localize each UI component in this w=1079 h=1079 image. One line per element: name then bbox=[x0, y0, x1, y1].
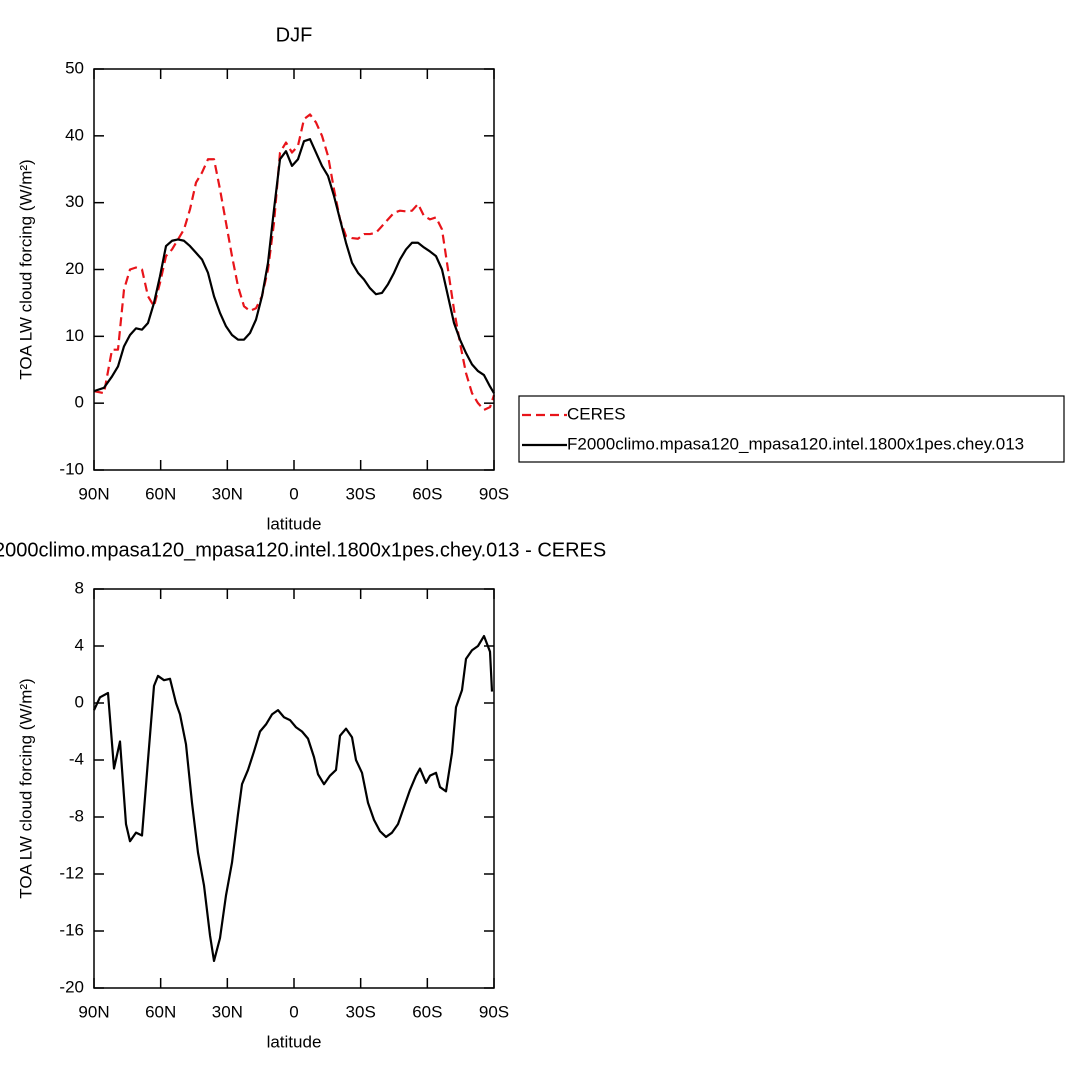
x-tick-label: 30S bbox=[346, 484, 376, 503]
y-tick-label: -12 bbox=[59, 863, 84, 882]
y-tick-label: 8 bbox=[75, 578, 84, 597]
x-tick-label: 60N bbox=[145, 1002, 176, 1021]
data-line bbox=[93, 138, 495, 394]
y-tick-label: 30 bbox=[65, 192, 84, 211]
legend-box bbox=[518, 395, 1065, 463]
legend-label: F2000climo.mpasa120_mpasa120.intel.1800x… bbox=[567, 434, 1024, 453]
chart-title: DJF bbox=[276, 24, 313, 46]
x-tick-label: 30S bbox=[346, 1002, 376, 1021]
chart-title: F2000climo.mpasa120_mpasa120.intel.1800x… bbox=[0, 539, 606, 561]
y-tick-label: 0 bbox=[75, 692, 84, 711]
y-axis-label: TOA LW cloud forcing (W/m²) bbox=[16, 159, 35, 379]
y-tick-label: -10 bbox=[59, 459, 84, 478]
x-axis-label: latitude bbox=[267, 514, 322, 533]
y-tick-label: 40 bbox=[65, 125, 84, 144]
y-tick-label: 10 bbox=[65, 326, 84, 345]
x-tick-label: 90S bbox=[479, 484, 509, 503]
y-tick-label: -4 bbox=[69, 749, 84, 768]
y-axis-label: TOA LW cloud forcing (W/m²) bbox=[16, 678, 35, 898]
x-tick-label: 90S bbox=[479, 1002, 509, 1021]
x-axis-label: latitude bbox=[267, 1032, 322, 1051]
x-tick-label: 60S bbox=[412, 484, 442, 503]
data-line bbox=[93, 113, 496, 411]
x-tick-label: 0 bbox=[289, 1002, 298, 1021]
x-tick-label: 0 bbox=[289, 484, 298, 503]
y-tick-label: -8 bbox=[69, 806, 84, 825]
y-tick-label: 20 bbox=[65, 259, 84, 278]
y-tick-label: 0 bbox=[75, 393, 84, 412]
data-line bbox=[93, 634, 494, 963]
x-tick-label: 60S bbox=[412, 1002, 442, 1021]
x-tick-label: 60N bbox=[145, 484, 176, 503]
x-tick-label: 30N bbox=[212, 484, 243, 503]
y-tick-label: 4 bbox=[75, 635, 84, 654]
x-tick-label: 90N bbox=[78, 1002, 109, 1021]
plot-frame bbox=[93, 68, 495, 471]
y-tick-label: 50 bbox=[65, 58, 84, 77]
legend-label: CERES bbox=[567, 404, 626, 423]
y-tick-label: -16 bbox=[59, 920, 84, 939]
x-tick-label: 30N bbox=[212, 1002, 243, 1021]
y-tick-label: -20 bbox=[59, 977, 84, 996]
plot-frame bbox=[93, 588, 495, 989]
x-tick-label: 90N bbox=[78, 484, 109, 503]
